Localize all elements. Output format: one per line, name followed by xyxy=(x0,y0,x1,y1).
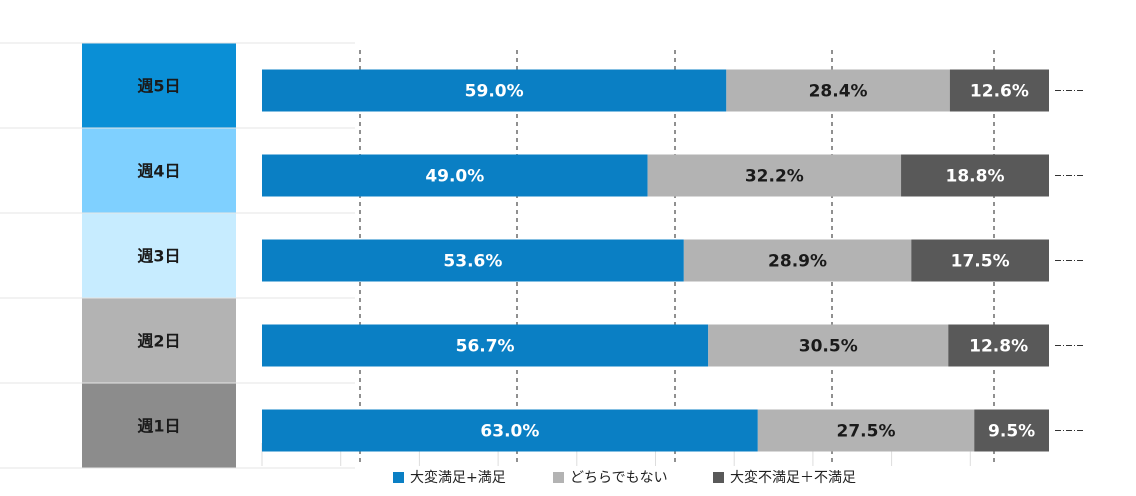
data-label: 32.2% xyxy=(745,167,804,187)
category-panel xyxy=(82,128,236,213)
legend: 大変満足+満足 どちらでもない 大変不満足＋不満足 xyxy=(393,469,856,486)
legend-label: どちらでもない xyxy=(570,470,668,486)
data-label: 49.0% xyxy=(425,167,484,187)
data-label: 9.5% xyxy=(988,422,1035,442)
data-label: 12.6% xyxy=(970,82,1029,102)
bar-segment xyxy=(949,69,1049,112)
data-label: 30.5% xyxy=(799,337,858,357)
bar-segment xyxy=(901,154,1049,197)
category-label: 週5日 xyxy=(137,77,180,96)
bar-segment xyxy=(948,324,1049,367)
bar-segment xyxy=(262,154,648,197)
category-panel xyxy=(82,383,236,468)
value-labels: 59.0% 28.4% 12.6% 49.0% 32.2% 18.8% 53.6% 28.9%… xyxy=(425,82,1035,442)
category-label: 週1日 xyxy=(137,417,180,436)
bar-segment xyxy=(262,409,758,452)
category-label: 週4日 xyxy=(137,162,180,181)
bar-segment xyxy=(911,239,1049,282)
legend-swatch xyxy=(553,472,564,483)
data-label: 53.6% xyxy=(443,252,502,272)
bar-segment xyxy=(726,69,950,112)
legend-label: 大変不満足＋不満足 xyxy=(730,469,856,486)
data-label: 12.8% xyxy=(969,337,1028,357)
bar-segment xyxy=(974,409,1049,452)
data-label: 18.8% xyxy=(946,167,1005,187)
bar-segment xyxy=(262,324,709,367)
data-label: 27.5% xyxy=(837,422,896,442)
legend-swatch xyxy=(393,472,404,483)
category-label: 週3日 xyxy=(137,247,180,266)
bars xyxy=(262,69,1084,452)
category-panel xyxy=(82,213,236,298)
bar-segment xyxy=(708,324,949,367)
data-label: 17.5% xyxy=(951,252,1010,272)
bar-segment xyxy=(262,69,727,112)
data-label: 59.0% xyxy=(465,82,524,102)
legend-label: 大変満足+満足 xyxy=(410,469,506,486)
category-panel xyxy=(82,43,236,128)
bar-segment xyxy=(757,409,975,452)
data-label: 28.4% xyxy=(809,82,868,102)
row-divider-lines xyxy=(0,42,355,469)
category-label: 週2日 xyxy=(137,332,180,351)
data-label: 56.7% xyxy=(456,337,515,357)
data-label: 63.0% xyxy=(480,422,539,442)
bar-segment xyxy=(262,239,684,282)
legend-swatch xyxy=(713,472,724,483)
bar-segment xyxy=(647,154,902,197)
category-panel xyxy=(82,298,236,383)
bar-segment xyxy=(683,239,912,282)
data-label: 28.9% xyxy=(768,252,827,272)
